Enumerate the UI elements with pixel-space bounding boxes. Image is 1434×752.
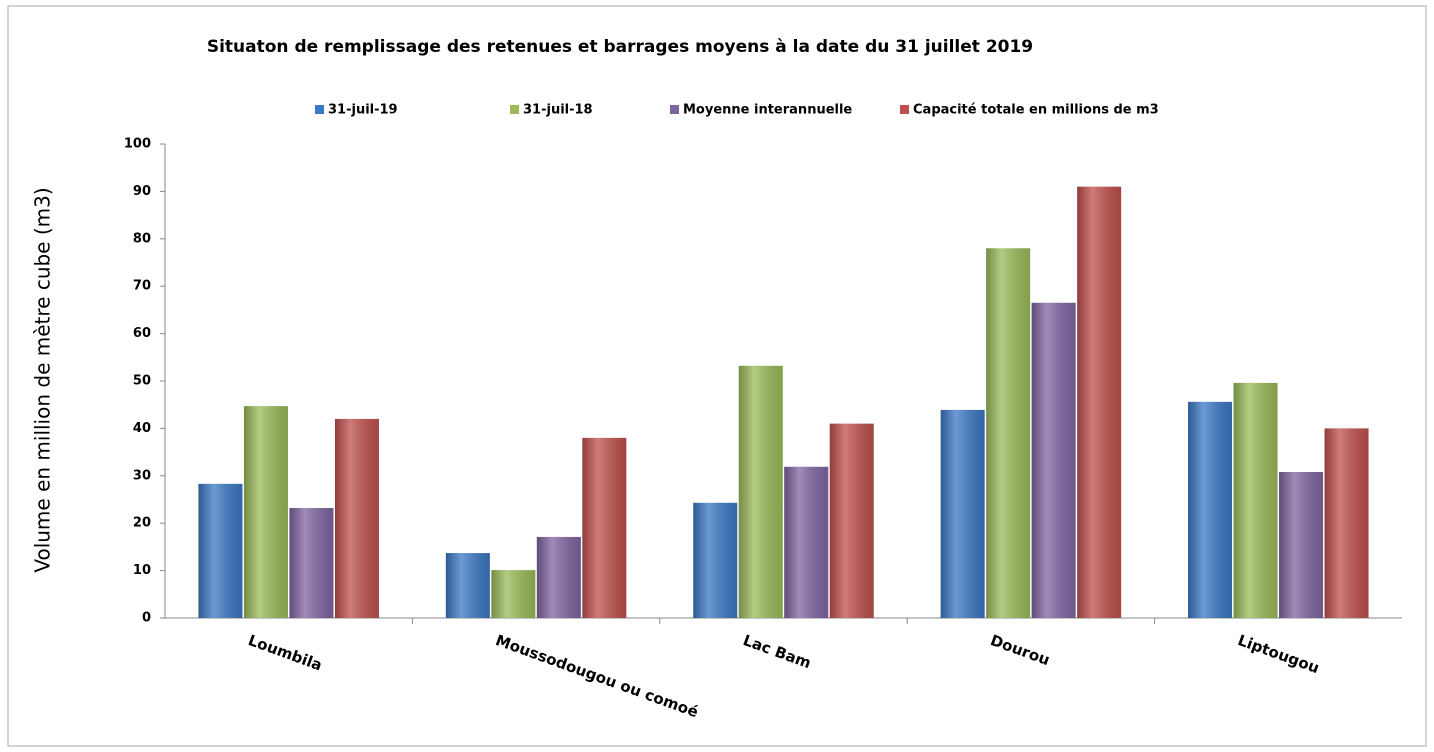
y-tick-label: 80	[133, 231, 151, 246]
bar-shade	[1233, 382, 1278, 618]
legend-label: 31-juil-18	[523, 103, 593, 118]
legend-label: Capacité totale en millions de m3	[913, 103, 1159, 118]
y-tick-label: 20	[133, 516, 151, 531]
bar-shade	[940, 409, 985, 618]
chart-frame	[7, 5, 1427, 747]
y-tick-label: 0	[142, 611, 151, 626]
legend-swatch	[315, 105, 324, 114]
bar-shade	[491, 570, 536, 618]
y-tick-label: 90	[133, 184, 151, 199]
chart-title: Situaton de remplissage des retenues et …	[207, 37, 1033, 57]
legend-swatch	[670, 105, 679, 114]
legend-label: 31-juil-19	[328, 103, 398, 118]
bar-shade	[536, 536, 581, 618]
y-tick-label: 60	[133, 326, 151, 341]
bar-shade	[738, 365, 783, 618]
bar-shade	[986, 248, 1031, 618]
bar-shade	[445, 553, 490, 618]
y-tick-label: 30	[133, 468, 151, 483]
bar-shade	[1031, 302, 1076, 618]
x-tick-label: Loumbila	[246, 631, 325, 674]
bar-shade	[198, 483, 243, 618]
bar-shade	[1279, 472, 1324, 618]
bar-shade	[289, 508, 334, 618]
legend-swatch	[510, 105, 519, 114]
legend-swatch	[900, 105, 909, 114]
bar-shade	[829, 423, 874, 618]
bar-shade	[1324, 428, 1369, 618]
y-tick-label: 70	[133, 279, 151, 294]
y-tick-label: 100	[124, 137, 151, 152]
x-tick-label: Dourou	[988, 631, 1052, 669]
y-tick-label: 10	[133, 563, 151, 578]
bar-shade	[334, 418, 379, 618]
bar-shade	[582, 437, 627, 618]
y-tick-label: 50	[133, 374, 151, 389]
bar-shade	[1077, 186, 1122, 618]
bar-shade	[784, 466, 829, 618]
bar-shade	[1188, 401, 1233, 618]
y-axis-title: Volume en million de mètre cube (m3)	[31, 187, 55, 572]
x-tick-label: Lac Bam	[741, 631, 814, 672]
bar-shade	[693, 502, 738, 618]
bar-shade	[243, 406, 288, 618]
legend-label: Moyenne interannuelle	[683, 103, 852, 118]
x-tick-label: Liptougou	[1235, 631, 1321, 677]
x-tick-label: Moussodougou ou comoé	[493, 631, 700, 721]
y-tick-label: 40	[133, 421, 151, 436]
